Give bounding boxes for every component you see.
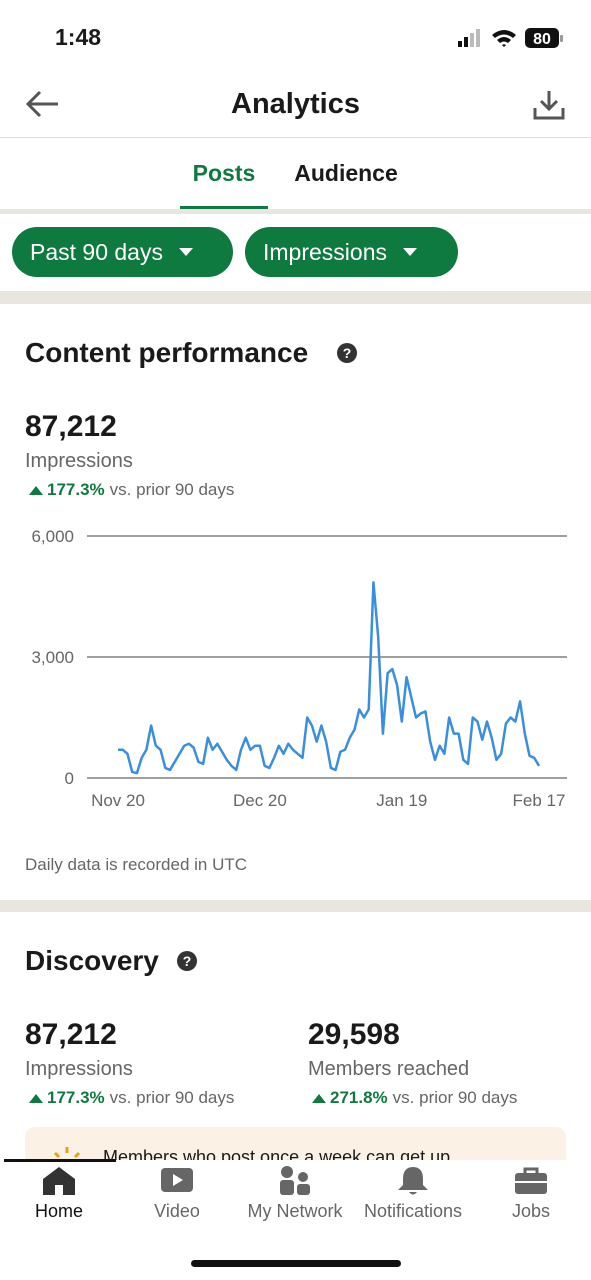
- nav-network[interactable]: My Network: [236, 1165, 354, 1222]
- up-arrow: [29, 1093, 43, 1103]
- nav-video[interactable]: Video: [118, 1165, 236, 1222]
- comparison: vs. prior 90 days: [109, 480, 235, 499]
- help-icon[interactable]: ?: [176, 950, 198, 972]
- line-series: [118, 581, 541, 775]
- download-button[interactable]: [532, 88, 566, 122]
- tab-audience[interactable]: Audience: [294, 160, 398, 186]
- video-icon: [161, 1168, 193, 1192]
- svg-text:?: ?: [183, 953, 192, 969]
- total-value: 87,212: [25, 410, 117, 443]
- battery-level: 80: [533, 31, 551, 48]
- briefcase-icon: [515, 1167, 547, 1194]
- dropdown-icon: [178, 248, 193, 256]
- nav-indicator: [4, 1159, 116, 1162]
- nav-jobs[interactable]: Jobs: [472, 1165, 590, 1222]
- change: 177.3% vs. prior 90 days: [29, 1088, 234, 1108]
- comparison: vs. prior 90 days: [392, 1088, 518, 1107]
- dropdown-icon: [402, 248, 417, 256]
- stat-value: 87,212: [25, 1018, 117, 1051]
- help-icon[interactable]: ?: [336, 342, 358, 364]
- filter-period[interactable]: Past 90 days: [12, 227, 233, 277]
- divider: [0, 137, 591, 138]
- nav-label: Notifications: [363, 1201, 463, 1221]
- nav-label: Jobs: [511, 1201, 551, 1221]
- bell-icon: [398, 1167, 428, 1195]
- nav-home[interactable]: Home: [0, 1165, 118, 1222]
- change-value: 271.8%: [330, 1088, 388, 1107]
- stat-value: 29,598: [308, 1018, 400, 1051]
- status-time: 1:48: [55, 24, 102, 50]
- filter-label: Impressions: [263, 238, 387, 265]
- svg-text:?: ?: [343, 345, 352, 361]
- separator: [0, 900, 591, 912]
- page-title: Analytics: [231, 88, 360, 120]
- back-button[interactable]: [24, 88, 62, 120]
- home-icon: [43, 1167, 75, 1195]
- change-value: 177.3%: [47, 480, 105, 499]
- nav-notifications[interactable]: Notifications: [354, 1165, 472, 1222]
- nav-label: Home: [34, 1201, 83, 1221]
- stat-label: Members reached: [308, 1058, 470, 1080]
- nav-label: My Network: [247, 1201, 343, 1221]
- note: Daily data is recorded in UTC: [25, 855, 248, 874]
- change-value: 177.3%: [47, 1088, 105, 1107]
- change: 271.8% vs. prior 90 days: [312, 1088, 517, 1108]
- metric-label: Impressions: [25, 450, 133, 472]
- home-indicator: [191, 1260, 401, 1267]
- status-icons: 80: [458, 28, 563, 48]
- network-icon: [280, 1166, 310, 1195]
- comparison: vs. prior 90 days: [109, 1088, 235, 1107]
- up-arrow: [312, 1093, 326, 1103]
- separator: [0, 209, 591, 214]
- y-tick-label: 0: [65, 769, 74, 788]
- tab-posts[interactable]: Posts: [192, 160, 256, 186]
- up-arrow: [29, 485, 43, 495]
- x-tick-label: Jan 19: [376, 791, 427, 810]
- y-tick-label: 6,000: [31, 527, 74, 546]
- section-title: Content performance: [25, 337, 309, 368]
- filter-metric[interactable]: Impressions: [245, 227, 458, 277]
- x-tick-label: Nov 20: [91, 791, 145, 810]
- change: 177.3% vs. prior 90 days: [29, 480, 234, 500]
- section-title: Discovery: [25, 945, 159, 976]
- tab-indicator: [180, 206, 268, 209]
- separator: [0, 291, 591, 304]
- chart: 0 3,000 6,000 Nov 20 Dec 20 Jan 19 Feb 17: [31, 527, 567, 810]
- nav-label: Video: [154, 1201, 200, 1221]
- x-tick-label: Feb 17: [513, 791, 566, 810]
- stat-label: Impressions: [25, 1058, 133, 1080]
- x-tick-label: Dec 20: [233, 791, 287, 810]
- filter-label: Past 90 days: [30, 238, 163, 265]
- y-tick-label: 3,000: [31, 648, 74, 667]
